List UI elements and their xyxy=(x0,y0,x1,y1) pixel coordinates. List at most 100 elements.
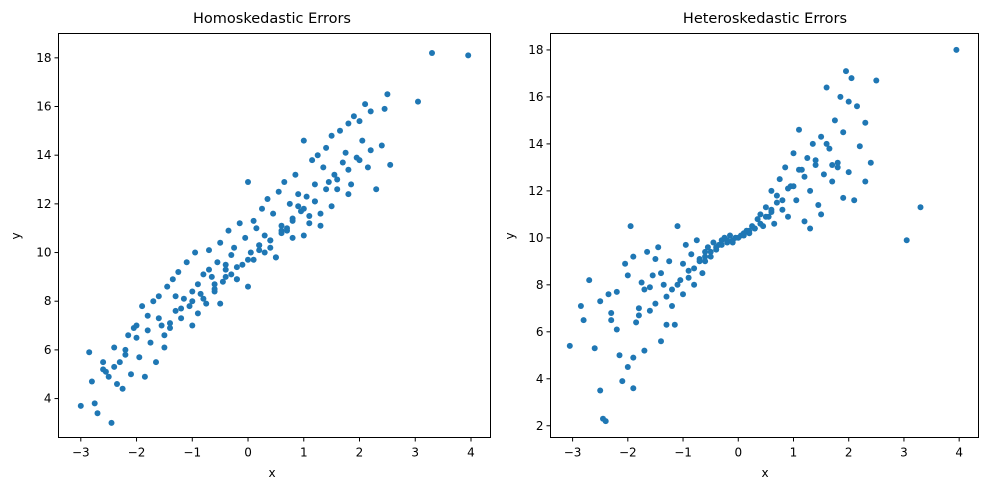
data-point xyxy=(284,225,290,232)
data-point xyxy=(630,354,637,361)
data-point xyxy=(189,288,196,295)
data-point xyxy=(801,218,808,225)
data-point xyxy=(415,98,421,105)
y-tick-label: 2 xyxy=(536,419,544,433)
data-point xyxy=(597,298,604,305)
data-point xyxy=(228,252,235,258)
data-point xyxy=(658,270,664,277)
data-point xyxy=(211,288,218,295)
data-point xyxy=(646,307,653,314)
data-point xyxy=(793,197,800,204)
data-point xyxy=(586,277,593,284)
y-tick-label: 8 xyxy=(536,278,544,292)
data-point xyxy=(751,225,758,232)
data-point xyxy=(624,364,631,370)
data-point xyxy=(807,225,814,232)
data-point xyxy=(384,91,391,98)
x-tick-label: −3 xyxy=(564,446,582,460)
data-point xyxy=(359,137,366,144)
data-point xyxy=(281,179,288,185)
y-tick-label: 4 xyxy=(536,372,544,386)
data-point xyxy=(272,254,279,261)
data-point xyxy=(829,162,836,168)
data-point xyxy=(180,295,187,302)
data-point xyxy=(222,266,229,273)
subplot-heteroskedastic: Heteroskedastic Errors x y −3 −2 −1 0 1 2 3 424… xyxy=(503,11,979,480)
data-point xyxy=(125,332,132,339)
data-point xyxy=(367,108,374,115)
data-point xyxy=(818,133,825,140)
data-point xyxy=(153,359,159,366)
data-point xyxy=(829,178,836,185)
data-point xyxy=(267,244,274,251)
data-point xyxy=(295,203,302,210)
x-tick-label: 3 xyxy=(900,446,908,460)
y-tick-label: 18 xyxy=(528,43,543,57)
data-point xyxy=(94,410,101,417)
data-point xyxy=(108,419,115,426)
data-point xyxy=(785,185,791,192)
data-point xyxy=(100,359,107,366)
data-point xyxy=(214,259,221,266)
x-tick-label: 1 xyxy=(300,446,308,460)
data-point xyxy=(691,281,698,288)
data-point xyxy=(699,270,706,277)
data-point xyxy=(707,248,714,255)
data-point xyxy=(245,283,251,290)
data-point xyxy=(608,310,615,316)
data-point xyxy=(710,239,717,246)
data-point xyxy=(231,244,238,251)
y-tick-label: 14 xyxy=(528,137,543,151)
data-point xyxy=(373,186,380,193)
data-point xyxy=(150,298,157,305)
data-point xyxy=(680,260,686,267)
data-point xyxy=(613,288,620,295)
data-point xyxy=(812,162,819,168)
data-point xyxy=(348,181,355,188)
axes-frame xyxy=(550,33,979,438)
data-point xyxy=(627,223,634,230)
y-tick-label: 6 xyxy=(536,325,544,339)
data-point xyxy=(219,278,226,285)
data-point xyxy=(757,211,764,218)
data-point xyxy=(362,101,369,108)
data-point xyxy=(845,98,852,105)
data-point xyxy=(133,322,140,329)
data-point xyxy=(633,319,640,326)
data-point xyxy=(779,197,786,204)
data-point xyxy=(429,50,435,56)
data-point xyxy=(635,312,642,319)
data-point xyxy=(88,378,95,385)
data-point xyxy=(867,159,874,166)
data-point xyxy=(757,220,764,227)
data-point xyxy=(840,194,847,201)
x-tick-label: 2 xyxy=(356,446,364,460)
data-point xyxy=(387,161,394,168)
data-point xyxy=(155,315,162,322)
data-point xyxy=(693,237,700,244)
data-point xyxy=(259,205,265,212)
data-point xyxy=(762,213,769,220)
data-point xyxy=(295,191,302,198)
data-point xyxy=(682,241,689,248)
x-tick-label: −2 xyxy=(619,446,637,460)
data-point xyxy=(342,149,349,156)
data-point xyxy=(217,239,224,246)
x-tick-label: 4 xyxy=(467,446,475,460)
data-point xyxy=(197,290,204,297)
data-point xyxy=(172,307,179,314)
y-tick-label: 16 xyxy=(528,90,543,104)
data-point xyxy=(334,176,341,183)
data-point xyxy=(161,344,168,351)
data-point xyxy=(300,205,307,212)
data-point xyxy=(292,171,299,178)
y-tick-label: 6 xyxy=(44,343,52,357)
data-point xyxy=(696,258,703,265)
data-point xyxy=(840,129,847,136)
data-point xyxy=(141,373,148,380)
data-point xyxy=(605,291,612,298)
data-point xyxy=(707,253,714,260)
x-tick-label: 0 xyxy=(244,446,252,460)
data-point xyxy=(309,157,316,164)
